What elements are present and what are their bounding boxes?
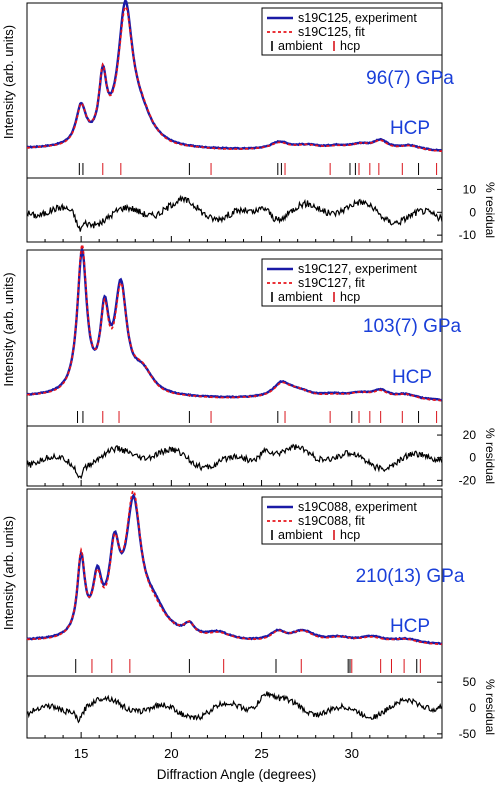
residual-tick-label: 0 <box>469 701 476 715</box>
panel-3: Intensity (arb. units) 50 0 -50 % residual s1… <box>1 488 497 741</box>
residual-tick-label: 0 <box>469 205 476 219</box>
pressure-annotation: 96(7) GPa <box>366 68 454 89</box>
residual-tick-label: 20 <box>463 428 477 442</box>
residual-tick-label: 10 <box>463 182 477 196</box>
legend-ambient-label: ambient <box>278 290 323 304</box>
legend-ambient-label: ambient <box>278 39 323 53</box>
fit-line <box>26 241 443 402</box>
panel-frame <box>26 2 443 243</box>
legend-fit-label: s19C125, fit <box>298 25 365 39</box>
panel-1: Intensity (arb. units) 10 0 -10 % residual s1… <box>1 0 497 243</box>
y-axis-label: Intensity (arb. units) <box>1 516 16 630</box>
residual-axis-label: % residual <box>483 428 497 484</box>
residual-tick-label: 0 <box>469 451 476 465</box>
panel-frame <box>26 249 443 487</box>
y-axis-label: Intensity (arb. units) <box>1 272 16 386</box>
x-tick-label: 15 <box>74 746 88 761</box>
residual-axis-label: % residual <box>483 679 497 735</box>
legend-hcp-label: hcp <box>340 528 360 542</box>
panel-frame <box>26 488 443 739</box>
legend-fit-label: s19C088, fit <box>298 514 365 528</box>
phase-annotation: HCP <box>390 616 430 637</box>
residual-axis-label: % residual <box>483 182 497 238</box>
residual-line <box>26 194 443 232</box>
pressure-annotation: 103(7) GPa <box>363 316 462 337</box>
legend-experiment-label: s19C127, experiment <box>298 262 417 276</box>
residual-tick-label: 50 <box>463 675 477 689</box>
residual-tick-label: -10 <box>459 228 477 242</box>
y-axis-label: Intensity (arb. units) <box>1 25 16 139</box>
x-tick-label: 30 <box>345 746 359 761</box>
residual-line <box>26 443 443 480</box>
x-tick-label: 20 <box>164 746 178 761</box>
phase-annotation: HCP <box>392 367 432 388</box>
legend-hcp-label: hcp <box>340 290 360 304</box>
legend-experiment-label: s19C125, experiment <box>298 11 417 25</box>
residual-tick-label: -50 <box>459 727 477 741</box>
legend-hcp-label: hcp <box>340 39 360 53</box>
x-axis-label: Diffraction Angle (degrees) <box>157 767 317 782</box>
legend-ambient-label: ambient <box>278 528 323 542</box>
residual-tick-label: -20 <box>459 473 477 487</box>
phase-annotation: HCP <box>390 118 430 139</box>
fit-line <box>26 5 443 153</box>
pressure-annotation: 210(13) GPa <box>356 566 465 587</box>
legend-fit-label: s19C127, fit <box>298 276 365 290</box>
residual-line <box>26 691 443 724</box>
panel-2: Intensity (arb. units) 20 0 -20 % residual s1… <box>1 241 497 487</box>
x-tick-label: 25 <box>254 746 268 761</box>
fit-line <box>26 489 443 646</box>
legend-experiment-label: s19C088, experiment <box>298 500 417 514</box>
